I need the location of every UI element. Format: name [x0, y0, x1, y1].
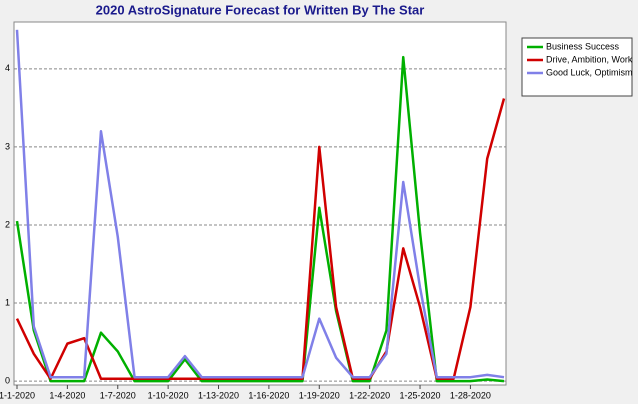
- legend-label: Drive, Ambition, Work: [546, 54, 633, 64]
- y-tick-label: 1: [5, 297, 10, 307]
- y-tick-label: 4: [5, 63, 10, 73]
- x-tick-label: 1-13-2020: [198, 390, 239, 400]
- series-line: [15, 55, 505, 383]
- y-tick-label: 3: [5, 141, 10, 151]
- x-tick-label: 1-25-2020: [400, 390, 441, 400]
- x-tick-label: 1-28-2020: [450, 390, 491, 400]
- legend: [521, 37, 633, 97]
- legend-label: Good Luck, Optimism: [546, 67, 633, 77]
- series-line: [15, 98, 506, 381]
- x-tick-label: 1-10-2020: [148, 390, 189, 400]
- series-line: [15, 29, 505, 379]
- x-tick-label: 1-1-2020: [0, 390, 35, 400]
- legend-label: Business Success: [546, 41, 620, 51]
- x-tick-label: 1-4-2020: [49, 390, 85, 400]
- x-tick-label: 1-19-2020: [299, 390, 340, 400]
- chart-title: 2020 AstroSignature Forecast for Written…: [96, 2, 425, 17]
- y-tick-label: 0: [5, 375, 10, 385]
- x-tick-label: 1-22-2020: [349, 390, 390, 400]
- x-tick-label: 1-16-2020: [248, 390, 289, 400]
- y-tick-label: 2: [5, 219, 10, 229]
- x-tick-label: 1-7-2020: [100, 390, 136, 400]
